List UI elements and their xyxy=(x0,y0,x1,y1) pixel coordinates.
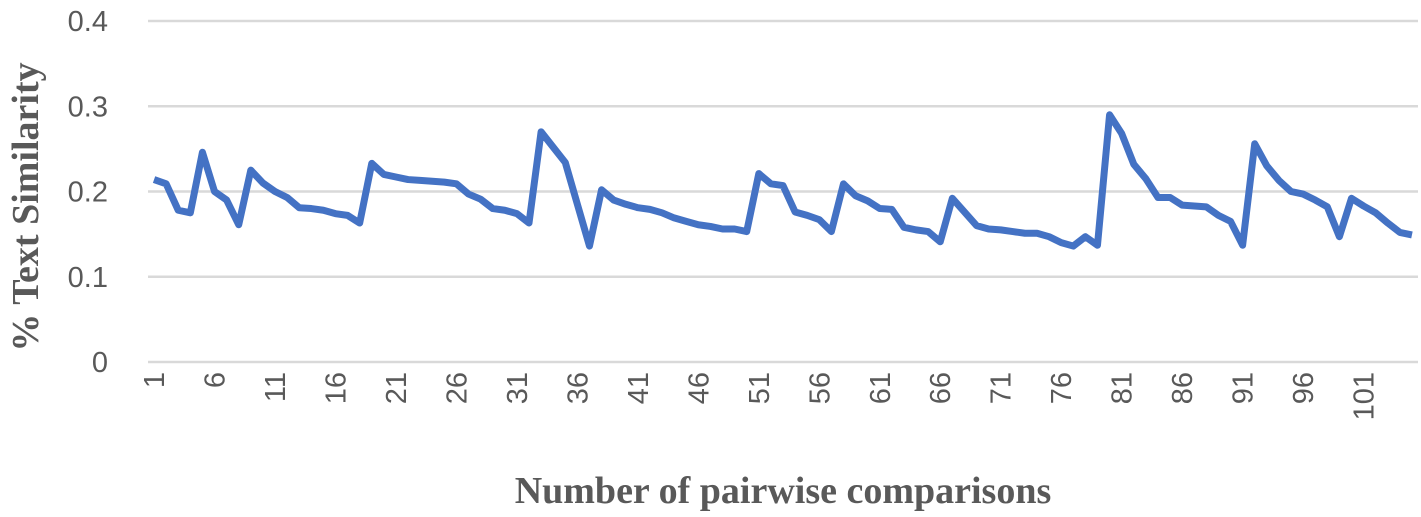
x-tick-label: 101 xyxy=(1349,372,1381,420)
x-tick-label: 81 xyxy=(1107,372,1139,404)
y-tick-label: 0 xyxy=(92,347,108,379)
x-tick-label: 6 xyxy=(200,372,232,388)
y-axis-title: % Text Similarity xyxy=(5,62,47,351)
x-tick-label: 21 xyxy=(381,372,413,404)
x-tick-label: 46 xyxy=(683,372,715,404)
x-tick-label: 36 xyxy=(562,372,594,404)
y-tick-label: 0.3 xyxy=(68,91,108,123)
x-tick-label: 51 xyxy=(744,372,776,404)
x-tick-label: 76 xyxy=(1046,372,1078,404)
x-tick-label: 91 xyxy=(1228,372,1260,404)
y-tick-label: 0.4 xyxy=(68,6,108,38)
x-tick-label: 26 xyxy=(441,372,473,404)
x-tick-label: 96 xyxy=(1288,372,1320,404)
x-tick-label: 56 xyxy=(804,372,836,404)
data-line xyxy=(152,111,1413,250)
x-tick-label: 31 xyxy=(502,372,534,404)
x-tick-label: 71 xyxy=(986,372,1018,404)
x-tick-label: 61 xyxy=(865,372,897,404)
y-tick-label: 0.1 xyxy=(68,262,108,294)
x-tick-label: 86 xyxy=(1167,372,1199,404)
x-tick-label: 11 xyxy=(260,372,292,402)
x-tick-label: 66 xyxy=(925,372,957,404)
x-axis-title: Number of pairwise comparisons xyxy=(515,470,1052,512)
x-tick-label: 16 xyxy=(320,372,352,404)
x-tick-label: 41 xyxy=(623,372,655,404)
x-tick-label: 1 xyxy=(139,372,171,388)
y-tick-label: 0.2 xyxy=(68,177,108,209)
